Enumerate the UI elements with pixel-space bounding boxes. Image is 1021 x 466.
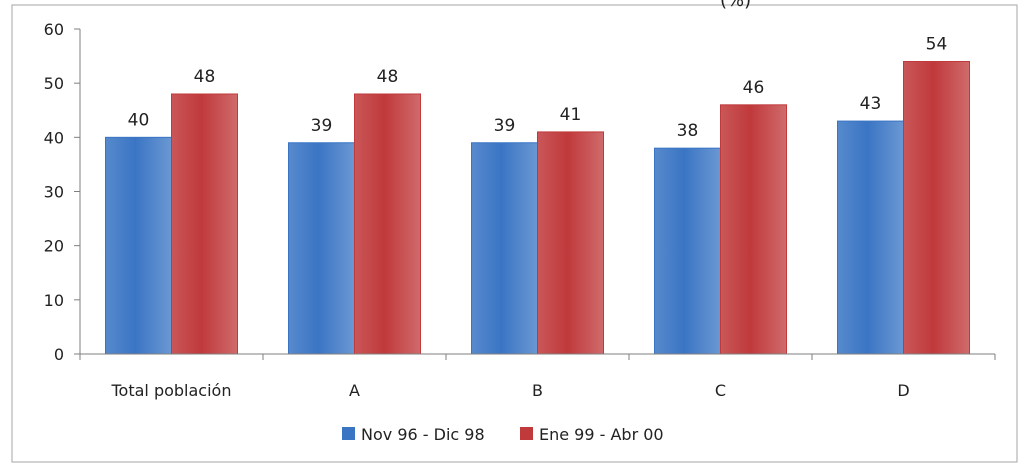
bar-series2 xyxy=(720,104,787,355)
y-tick-label: 0 xyxy=(54,345,64,364)
legend-label: Ene 99 - Abr 00 xyxy=(539,425,664,444)
y-axis: 0 10 20 30 40 50 60 xyxy=(44,20,81,364)
bars-group xyxy=(105,61,970,355)
bar-value-label: 40 xyxy=(128,110,150,130)
bar-series1 xyxy=(471,142,538,355)
legend-swatch xyxy=(342,427,355,440)
bar-value-label: 46 xyxy=(743,78,765,98)
x-category-label: C xyxy=(715,381,726,400)
bar-value-label: 43 xyxy=(860,94,882,114)
x-category-label: Total población xyxy=(111,381,232,400)
bar-series2 xyxy=(171,93,238,355)
x-category-label: A xyxy=(349,381,360,400)
y-tick-label: 50 xyxy=(44,74,64,93)
bar-series1 xyxy=(837,120,904,355)
x-category-label: D xyxy=(897,381,909,400)
x-axis: Total población A B C D xyxy=(79,353,996,400)
bar-value-label: 48 xyxy=(377,67,399,87)
x-category-label: B xyxy=(532,381,543,400)
bar-value-label: 39 xyxy=(311,116,333,136)
chart-title-fragment: (%) xyxy=(720,0,751,11)
bar-series1 xyxy=(288,142,355,355)
legend: Nov 96 - Dic 98 Ene 99 - Abr 00 xyxy=(342,425,664,444)
bar-value-label: 39 xyxy=(494,116,516,136)
bar-series1 xyxy=(654,147,721,355)
bar-value-label: 41 xyxy=(560,105,582,125)
bar-series2 xyxy=(903,61,970,355)
data-labels-group: 40 48 39 48 39 41 38 46 43 54 xyxy=(128,35,948,142)
y-tick-label: 60 xyxy=(44,20,64,39)
legend-swatch xyxy=(520,427,533,440)
bar-series1 xyxy=(105,136,172,355)
bar-series2 xyxy=(537,131,604,355)
bar-value-label: 54 xyxy=(926,35,948,55)
y-tick-label: 20 xyxy=(44,237,64,256)
chart-frame xyxy=(11,4,1018,463)
y-tick-label: 40 xyxy=(44,128,64,147)
bar-series2 xyxy=(354,93,421,355)
legend-label: Nov 96 - Dic 98 xyxy=(361,425,485,444)
bar-value-label: 48 xyxy=(194,67,216,87)
y-tick-label: 30 xyxy=(44,183,64,202)
bar-value-label: 38 xyxy=(677,121,699,141)
y-tick-label: 10 xyxy=(44,291,64,310)
